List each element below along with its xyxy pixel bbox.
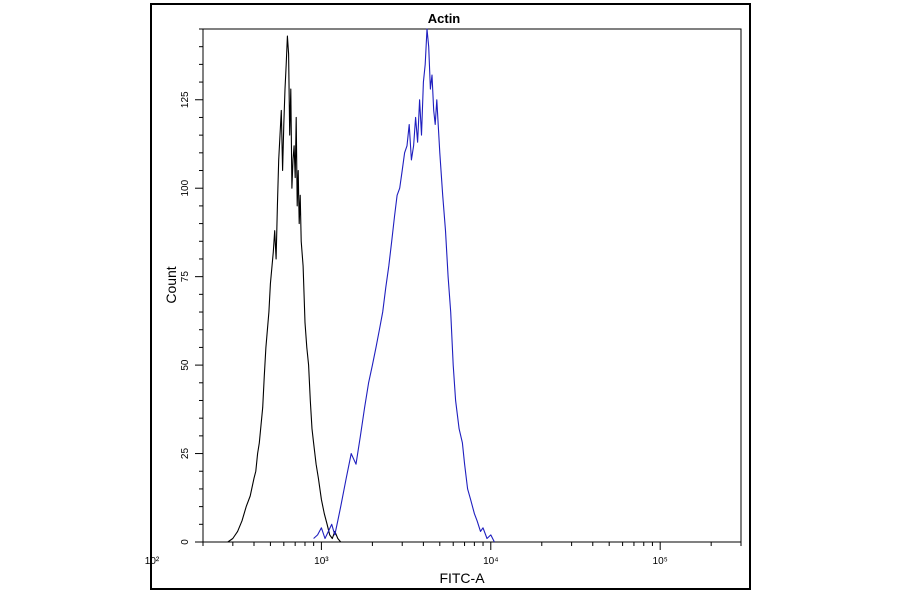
y-axis-label: Count <box>163 266 179 303</box>
y-axis-ticks: 0 25 50 75 100 125 <box>180 28 203 545</box>
chart-frame <box>150 3 751 590</box>
x-tick-label: 10⁵ <box>653 556 668 567</box>
series-layer <box>227 28 495 543</box>
x-tick-label: 10⁴ <box>483 556 498 567</box>
y-tick-label: 50 <box>180 359 191 371</box>
x-axis-label: FITC-A <box>439 570 485 586</box>
histogram-series-2 <box>313 28 495 543</box>
histogram-series-1 <box>227 35 342 543</box>
plot-area <box>202 28 742 543</box>
y-tick-label: 125 <box>180 91 191 108</box>
chart-title: Actin <box>428 11 461 26</box>
x-tick-label: 10³ <box>314 556 329 567</box>
y-tick-label: 25 <box>180 448 191 460</box>
y-tick-label: 75 <box>180 271 191 283</box>
y-tick-label: 100 <box>180 179 191 196</box>
x-axis-ticks: 10² 10³ 10⁴ 10⁵ <box>145 542 742 567</box>
x-tick-label: 10² <box>145 556 160 567</box>
y-tick-label: 0 <box>180 539 191 545</box>
